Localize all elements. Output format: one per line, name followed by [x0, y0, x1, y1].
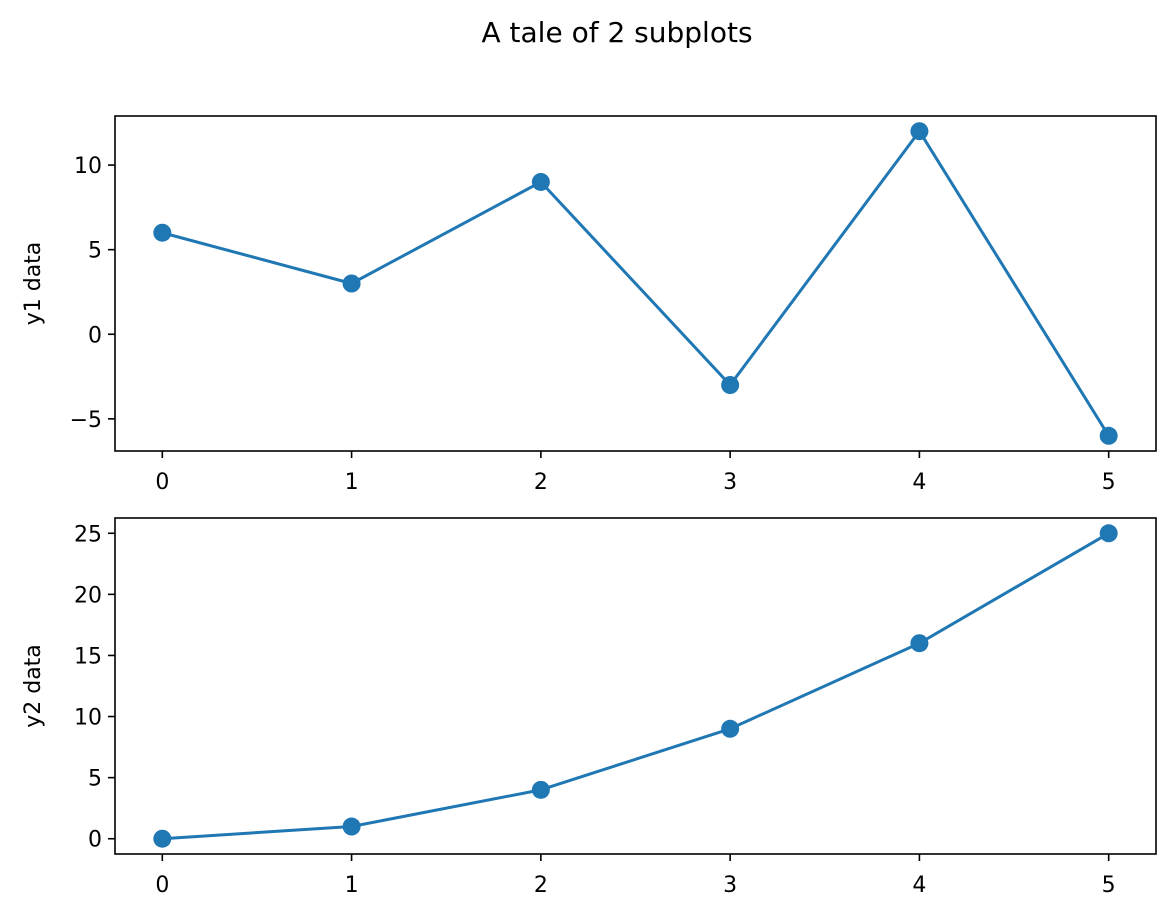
- bottom-data-point-4: [910, 634, 929, 653]
- bottom-series-line: [160, 531, 1111, 841]
- bottom-y-tick-label-2: 10: [74, 706, 102, 731]
- top-y-tick-label-0: −5: [70, 408, 102, 433]
- subplot-bottom: 0 1 2 3 4 5 0 5 10 15 20 25 y2 data: [21, 517, 1157, 898]
- top-x-tick-label-0: 0: [155, 470, 169, 495]
- bottom-data-point-2: [531, 780, 550, 799]
- bottom-y-tick-label-4: 20: [74, 583, 102, 608]
- bottom-data-point-1: [342, 817, 361, 836]
- bottom-y-axis-label: y2 data: [21, 644, 46, 728]
- top-y-axis-label: y1 data: [21, 242, 46, 326]
- top-data-point-3: [721, 376, 740, 395]
- top-data-point-1: [342, 274, 361, 293]
- bottom-x-tick-label-1: 1: [345, 873, 359, 898]
- top-x-tick-label-3: 3: [723, 470, 737, 495]
- bottom-y-tick-label-1: 5: [88, 767, 102, 792]
- top-data-point-0: [153, 223, 172, 242]
- bottom-data-point-0: [153, 829, 172, 848]
- bottom-x-tick-label-2: 2: [534, 873, 548, 898]
- top-x-tick-label-4: 4: [912, 470, 926, 495]
- top-x-tick-label-1: 1: [345, 470, 359, 495]
- top-axes-frame: [114, 115, 1157, 452]
- bottom-y-tick-label-3: 15: [74, 644, 102, 669]
- bottom-axes-frame: [114, 517, 1157, 855]
- bottom-x-tick-label-5: 5: [1102, 873, 1116, 898]
- bottom-x-tick-label-0: 0: [155, 873, 169, 898]
- top-series-line: [160, 129, 1111, 438]
- bottom-data-point-5: [1099, 524, 1118, 543]
- top-x-tick-label-5: 5: [1102, 470, 1116, 495]
- subplot-top: 0 1 2 3 4 5 −5 0 5 10 y1 data: [21, 115, 1157, 495]
- top-data-point-2: [531, 172, 550, 191]
- top-data-point-4: [910, 122, 929, 141]
- bottom-x-tick-label-3: 3: [723, 873, 737, 898]
- top-y-tick-label-2: 5: [88, 239, 102, 264]
- top-x-tick-label-2: 2: [534, 470, 548, 495]
- bottom-y-tick-label-0: 0: [88, 828, 102, 853]
- top-y-tick-label-1: 0: [88, 323, 102, 348]
- top-y-tick-label-3: 10: [74, 154, 102, 179]
- bottom-y-tick-label-5: 25: [74, 522, 102, 547]
- figure-title: A tale of 2 subplots: [481, 16, 752, 49]
- top-data-point-5: [1099, 426, 1118, 445]
- bottom-x-tick-label-4: 4: [912, 873, 926, 898]
- bottom-data-point-3: [721, 719, 740, 738]
